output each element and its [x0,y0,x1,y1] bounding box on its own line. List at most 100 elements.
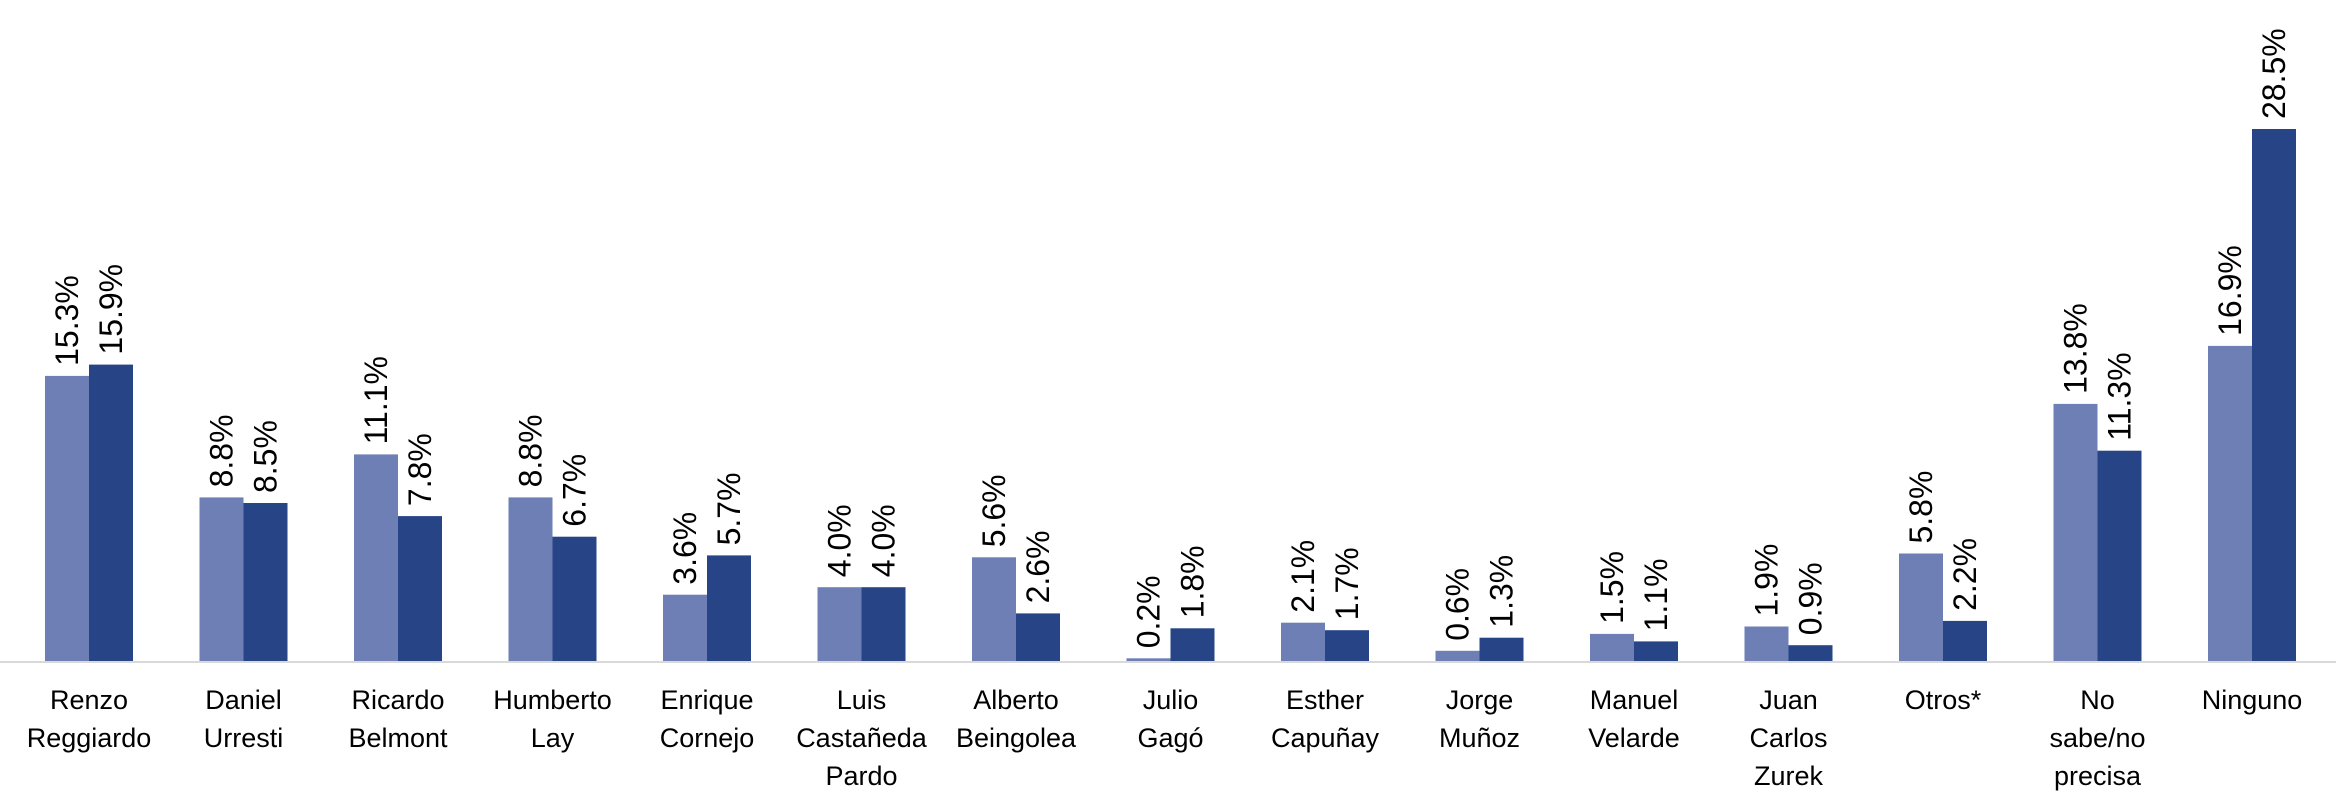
bar-1-12 [1899,553,1943,662]
bar-2-5 [861,587,906,662]
category-label-line: Zurek [1754,761,1824,791]
data-labels-layer: 15.3% 15.9%8.8% 8.5%11.1%7.8% 8.8%6.7%3.6%5… [49,28,2292,648]
bar-2-8 [1325,630,1369,662]
category-label-line: Enrique [660,685,753,715]
bar-2-3 [552,536,597,662]
category-label-11: Juan Carlos Zurek [1749,685,1827,791]
bar-2-10 [1634,641,1678,662]
category-label-line: Manuel [1590,685,1679,715]
category-label-line: sabe/no [2049,723,2145,753]
category-label-1: Daniel Urresti [204,685,284,753]
data-label-1-1: 8.8% [204,414,240,487]
category-label-line: Daniel [205,685,282,715]
category-label-14: Ninguno [2202,685,2303,715]
category-label-6: Alberto Beingolea [956,685,1077,753]
category-label-line: Belmont [348,723,448,753]
category-label-12: Otros* [1905,685,1982,715]
bar-2-6 [1016,613,1060,662]
category-label-line: Lay [531,723,575,753]
bar-1-10 [1590,633,1634,662]
data-label-1-13: 13.8% [2058,303,2094,394]
category-label-3: Humberto Lay [493,685,612,753]
category-label-8: Esther Capuñay [1271,685,1380,753]
category-label-line: Renzo [50,685,128,715]
bar-2-13 [2097,450,2142,662]
category-label-line: Capuñay [1271,723,1380,753]
bar-1-0 [45,375,89,662]
data-label-2-3: 6.7% [557,454,593,527]
category-label-line: Cornejo [660,723,755,753]
bar-1-11 [1744,626,1789,662]
data-label-1-12: 5.8% [1903,471,1939,544]
bar-1-5 [817,587,862,662]
bar-2-7 [1170,628,1215,662]
category-label-13: No sabe/no precisa [2049,685,2145,791]
category-label-line: Ninguno [2202,685,2303,715]
data-label-1-3: 8.8% [513,414,549,487]
data-label-2-6: 2.6% [1020,530,1056,603]
category-label-line: Carlos [1749,723,1827,753]
category-label-7: Julio Gagó [1137,685,1203,753]
bar-1-2 [354,454,398,662]
data-label-1-11: 1.9% [1749,544,1785,617]
data-label-2-1: 8.5% [248,420,284,493]
bar-1-3 [508,497,553,662]
category-label-10: Manuel Velarde [1588,685,1680,753]
category-label-line: precisa [2054,761,2142,791]
bar-1-6 [972,557,1016,662]
data-label-2-5: 4.0% [866,504,902,577]
bars-layer [45,129,2296,662]
data-label-2-9: 1.3% [1484,555,1520,628]
data-label-1-9: 0.6% [1440,568,1476,641]
category-labels-layer: Renzo Reggiardo Daniel Urresti Ricardo Belmon… [27,685,2303,791]
data-label-1-10: 1.5% [1594,551,1630,624]
category-label-0: Renzo Reggiardo [27,685,152,753]
category-label-line: Juan [1759,685,1818,715]
bar-2-4 [707,555,751,662]
category-label-4: Enrique Cornejo [660,685,755,753]
category-label-line: Muñoz [1439,723,1520,753]
data-label-2-12: 2.2% [1947,538,1983,611]
category-label-9: Jorge Muñoz [1439,685,1520,753]
data-label-2-13: 11.3% [2102,352,2138,440]
data-label-2-14: 28.5% [2256,28,2292,119]
data-label-2-0: 15.9% [93,264,129,355]
bar-1-7 [1126,658,1171,662]
category-label-line: No [2080,685,2115,715]
bar-2-1 [243,503,288,662]
bar-2-9 [1479,637,1524,662]
category-label-2: Ricardo Belmont [348,685,448,753]
data-label-2-4: 5.7% [711,472,747,545]
data-label-2-10: 1.1% [1638,558,1674,631]
bar-1-13 [2053,403,2098,662]
category-label-line: Urresti [204,723,284,753]
category-label-line: Humberto [493,685,612,715]
category-label-line: Pardo [825,761,897,791]
data-label-1-2: 11.1% [358,356,394,444]
bar-1-9 [1435,650,1480,662]
category-label-line: Luis [837,685,887,715]
category-label-line: Reggiardo [27,723,152,753]
category-label-line: Esther [1286,685,1364,715]
category-label-line: Ricardo [351,685,444,715]
category-label-line: Gagó [1137,723,1203,753]
data-label-1-0: 15.3% [49,275,85,366]
data-label-1-4: 3.6% [667,512,703,585]
bar-2-14 [2252,129,2296,662]
data-label-2-11: 0.9% [1793,562,1829,635]
category-label-line: Beingolea [956,723,1077,753]
bar-1-8 [1281,622,1325,662]
data-label-1-14: 16.9% [2212,245,2248,336]
bar-1-4 [663,594,707,662]
data-label-1-6: 5.6% [976,474,1012,547]
data-label-2-7: 1.8% [1175,545,1211,618]
data-label-2-2: 7.8% [402,433,438,506]
bar-2-12 [1943,620,1987,662]
category-label-line: Otros* [1905,685,1982,715]
bar-2-2 [398,516,442,662]
bar-1-1 [199,497,244,662]
category-label-line: Castañeda [796,723,928,753]
bar-2-11 [1788,645,1833,662]
data-label-1-7: 0.2% [1131,575,1167,648]
